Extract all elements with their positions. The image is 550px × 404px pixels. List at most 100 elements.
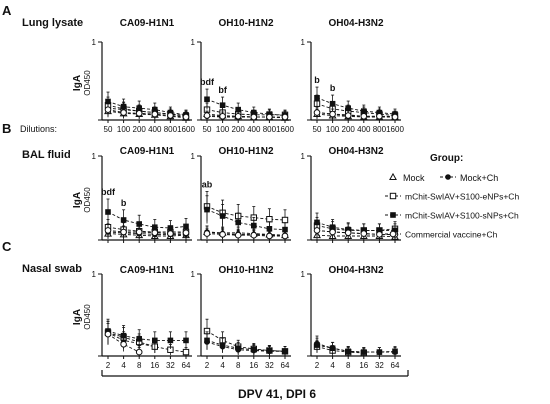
- data-point: [151, 110, 159, 118]
- x-tick-label: 800: [373, 125, 387, 134]
- y-tick-label: 1: [92, 270, 97, 279]
- significance-label: bdf: [200, 77, 215, 87]
- x-tick-label: 8: [137, 361, 142, 370]
- data-point: [345, 348, 351, 355]
- series-line: [206, 109, 285, 116]
- x-tick-label: 400: [247, 125, 261, 134]
- data-point: [313, 227, 321, 234]
- data-point: [392, 348, 398, 355]
- x-tick-label: 32: [265, 361, 274, 370]
- x-tick-label: 400: [148, 125, 162, 134]
- data-point: [182, 229, 190, 237]
- x-tick-label: 50: [104, 125, 113, 134]
- data-point: [204, 337, 210, 344]
- significance-label: bdf: [101, 187, 116, 197]
- panel-title-c: Nasal swab: [22, 263, 82, 275]
- x-tick-label: 800: [164, 125, 178, 134]
- chart-title: OH10-H1N2: [218, 146, 273, 157]
- data-point: [360, 230, 368, 237]
- data-point: [250, 113, 258, 121]
- data-point: [251, 346, 257, 353]
- legend-label: Mock+Ch: [460, 173, 498, 183]
- data-point: [167, 337, 174, 344]
- data-point: [120, 228, 127, 236]
- x-tick-label: 4: [121, 361, 126, 370]
- legend-label: mChit-SwIAV+S100-sNPs+Ch: [405, 211, 519, 221]
- x-tick-label: 50: [203, 125, 212, 134]
- significance-label: b: [314, 75, 320, 85]
- series-mchit-swiav-s100-snps-ch: [105, 91, 189, 120]
- data-point: [234, 113, 242, 120]
- series-mock-ch: [314, 335, 398, 356]
- data-point: [219, 113, 226, 120]
- x-tick-label: 2: [315, 361, 320, 370]
- series-mchit-swiav-s100-snps-ch: [314, 337, 398, 356]
- chart-title: OH10-H1N2: [218, 18, 273, 29]
- series-commercial-vaccine-ch: [104, 223, 190, 240]
- series-mchit-swiav-s100-snps-ch: [204, 195, 288, 237]
- significance-label: b: [121, 198, 127, 208]
- data-point: [251, 109, 257, 116]
- y-axis-sublabel: OD450: [83, 304, 92, 330]
- x-tick-label: 100: [326, 125, 340, 134]
- legend-title: Group:: [430, 153, 463, 164]
- chart-title: OH04-H3N2: [328, 146, 383, 157]
- data-point: [235, 219, 241, 226]
- series-mchit-swiav-s100-enps-ch: [313, 94, 399, 120]
- data-point: [203, 230, 211, 237]
- data-point: [182, 348, 190, 356]
- data-point: [344, 229, 352, 237]
- data-point: [235, 106, 241, 113]
- series-line: [107, 233, 187, 237]
- data-point: [282, 226, 288, 233]
- x-tick-label: 32: [375, 361, 384, 370]
- series-mock-ch: [204, 225, 288, 240]
- chart-b-oh10-h1n2: OH10-H1N2 1 ab: [191, 146, 291, 243]
- x-tick-label: 100: [117, 125, 131, 134]
- chart-title: CA09-H1N1: [120, 265, 175, 276]
- series-mchit-swiav-s100-snps-ch: [314, 212, 398, 237]
- data-point: [219, 213, 226, 219]
- series-mchit-swiav-s100-snps-ch: [105, 198, 189, 236]
- x-tick-label: 64: [281, 361, 290, 370]
- data-point: [314, 219, 320, 226]
- data-point: [167, 112, 174, 119]
- data-point: [281, 113, 289, 121]
- chart-title: OH04-H3N2: [328, 18, 383, 29]
- legend-marker-mock: [389, 172, 397, 180]
- y-tick-label: 1: [301, 152, 306, 161]
- series-mock: [203, 225, 289, 240]
- panel-letter-b: B: [2, 121, 11, 136]
- data-point: [135, 348, 143, 356]
- x-tick-label: 2: [205, 361, 210, 370]
- series-line: [206, 209, 286, 231]
- y-tick-label: 1: [301, 38, 306, 47]
- series-line: [107, 211, 187, 229]
- series-mock-ch: [105, 100, 189, 120]
- chart-b-oh04-h3n2: OH04-H3N2 1: [301, 146, 401, 243]
- series-mock: [313, 108, 399, 121]
- series-mock-ch: [204, 111, 288, 121]
- series-mock-ch: [105, 225, 189, 240]
- data-point: [329, 110, 336, 118]
- data-point: [376, 349, 383, 355]
- panel-letter-c: C: [2, 239, 12, 254]
- data-point: [105, 209, 111, 215]
- chart-c-ca09-h1n1: CA09-H1N1 1 2 4 8 16 32 64 IgA OD450: [72, 265, 192, 370]
- data-point: [183, 337, 189, 344]
- data-point: [104, 330, 112, 338]
- data-point: [235, 345, 241, 351]
- x-tick-label: 200: [342, 125, 356, 134]
- data-point: [266, 232, 273, 240]
- x-tick-label: 32: [166, 361, 175, 370]
- series-mchit-swiav-s100-snps-ch: [314, 86, 398, 120]
- x-tick-label: 50: [313, 125, 322, 134]
- bottom-bracket: [101, 370, 409, 377]
- x-tick-label: 4: [330, 361, 335, 370]
- series-commercial-vaccine-ch: [313, 223, 399, 240]
- data-point: [152, 337, 158, 344]
- x-tick-label: 8: [346, 361, 351, 370]
- significance-label: ab: [202, 179, 213, 189]
- data-point: [250, 231, 258, 239]
